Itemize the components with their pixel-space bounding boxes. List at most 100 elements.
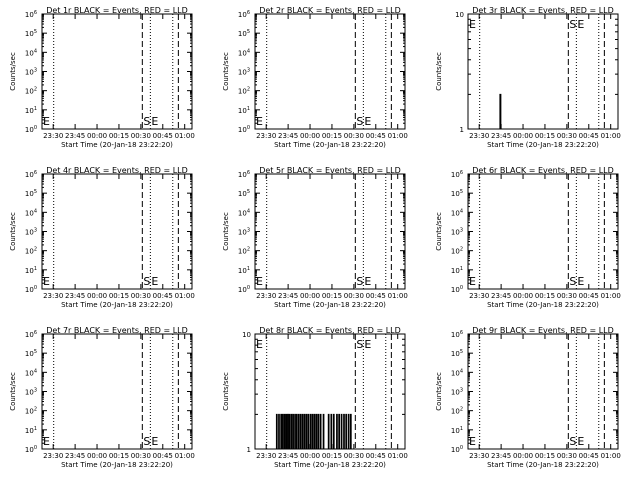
panel-title: Det 2r BLACK = Events, RED = LLD — [259, 6, 401, 15]
x-tick-label: 01:00 — [388, 292, 408, 300]
panel-title: Det 1r BLACK = Events, RED = LLD — [46, 6, 188, 15]
y-tick-label: 104 — [238, 208, 250, 217]
x-tick-label: 00:30 — [131, 292, 151, 300]
y-tick-label: 104 — [451, 208, 463, 217]
event-spike — [499, 93, 502, 129]
y-tick-label: 106 — [25, 10, 37, 19]
y-axis-label: Counts/sec — [222, 52, 230, 91]
x-tick-label: 00:00 — [513, 132, 533, 140]
event-spike — [305, 413, 308, 449]
x-tick-label: 23:30 — [256, 452, 276, 460]
y-tick-label: 105 — [25, 189, 37, 198]
y-tick-label: 106 — [25, 170, 37, 179]
event-spike — [336, 413, 338, 449]
left-edge-label: E — [256, 115, 263, 128]
event-spike — [345, 413, 348, 449]
plot-frame — [41, 333, 193, 450]
left-edge-label: E — [256, 338, 263, 351]
start-marker-label: S — [143, 275, 150, 288]
plot-frame — [254, 13, 406, 130]
event-spike — [347, 413, 350, 449]
event-spike — [297, 413, 300, 449]
y-tick-label: 10 — [455, 11, 464, 19]
x-tick-label: 01:00 — [601, 292, 621, 300]
start-marker-label: S — [356, 115, 363, 128]
event-spike — [332, 413, 335, 449]
end-marker-label: E — [577, 18, 584, 31]
event-spike — [275, 413, 278, 449]
y-tick-label: 102 — [25, 247, 37, 256]
start-marker-label: S — [569, 18, 576, 31]
y-tick-label: 1 — [247, 446, 251, 454]
y-tick-label: 106 — [25, 330, 37, 339]
y-tick-label: 101 — [25, 106, 37, 115]
x-axis-label: Start Time (20-Jan-18 23:22:20) — [61, 141, 173, 149]
x-tick-label: 00:15 — [109, 452, 129, 460]
y-tick-label: 102 — [451, 407, 463, 416]
y-tick-label: 105 — [25, 29, 37, 38]
y-axis-label: Counts/sec — [9, 52, 17, 91]
start-marker-label: S — [569, 435, 576, 448]
x-tick-label: 01:00 — [601, 452, 621, 460]
x-tick-label: 23:45 — [278, 292, 298, 300]
y-tick-label: 105 — [451, 189, 463, 198]
plot-frame — [254, 333, 406, 450]
x-tick-label: 01:00 — [388, 132, 408, 140]
y-tick-label: 105 — [25, 349, 37, 358]
event-spike — [292, 413, 294, 449]
event-spike — [311, 413, 314, 449]
x-tick-label: 00:15 — [322, 452, 342, 460]
x-tick-label: 01:00 — [175, 452, 195, 460]
y-tick-label: 102 — [25, 87, 37, 96]
y-tick-label: 105 — [238, 29, 250, 38]
start-marker-label: S — [143, 115, 150, 128]
event-spike — [322, 413, 325, 449]
y-tick-label: 100 — [25, 285, 37, 294]
panel-title: Det 9r BLACK = Events, RED = LLD — [472, 326, 614, 335]
x-tick-label: 01:00 — [388, 452, 408, 460]
x-tick-label: 00:45 — [153, 452, 173, 460]
x-tick-label: 00:30 — [557, 292, 577, 300]
end-marker-label: E — [151, 115, 158, 128]
y-axis-label: Counts/sec — [435, 372, 443, 411]
y-tick-label: 101 — [238, 106, 250, 115]
x-tick-label: 00:30 — [344, 132, 364, 140]
y-tick-label: 106 — [451, 330, 463, 339]
x-tick-label: 23:45 — [491, 132, 511, 140]
event-spike — [295, 413, 298, 449]
y-tick-label: 106 — [451, 170, 463, 179]
event-spike — [338, 413, 340, 449]
x-tick-label: 00:45 — [153, 292, 173, 300]
y-tick-label: 103 — [25, 68, 37, 77]
panel-title: Det 4r BLACK = Events, RED = LLD — [46, 166, 188, 175]
panel-det5r: Det 5r BLACK = Events, RED = LLD Counts/s… — [222, 166, 408, 309]
x-tick-label: 01:00 — [601, 132, 621, 140]
y-tick-label: 105 — [238, 189, 250, 198]
x-tick-label: 23:30 — [469, 452, 489, 460]
x-tick-label: 23:30 — [256, 292, 276, 300]
event-spike — [309, 413, 312, 449]
x-tick-label: 00:45 — [579, 132, 599, 140]
y-tick-label: 10 — [242, 331, 251, 339]
end-marker-label: E — [364, 115, 371, 128]
y-tick-label: 100 — [451, 445, 463, 454]
x-tick-label: 23:45 — [65, 292, 85, 300]
x-tick-label: 23:45 — [65, 452, 85, 460]
event-spike — [315, 413, 318, 449]
y-tick-label: 103 — [238, 68, 250, 77]
event-spike — [317, 413, 320, 449]
y-tick-label: 100 — [238, 125, 250, 134]
x-tick-label: 23:30 — [43, 292, 63, 300]
x-tick-label: 01:00 — [175, 292, 195, 300]
panel-title: Det 7r BLACK = Events, RED = LLD — [46, 326, 188, 335]
y-axis-label: Counts/sec — [435, 212, 443, 251]
event-spike — [349, 413, 352, 449]
x-tick-label: 23:45 — [278, 132, 298, 140]
event-spike — [340, 413, 343, 449]
plot-frame — [467, 333, 619, 450]
start-marker-label: S — [569, 275, 576, 288]
plot-frame — [41, 173, 193, 290]
y-tick-label: 106 — [238, 170, 250, 179]
x-tick-label: 00:30 — [131, 132, 151, 140]
start-marker-label: S — [356, 275, 363, 288]
